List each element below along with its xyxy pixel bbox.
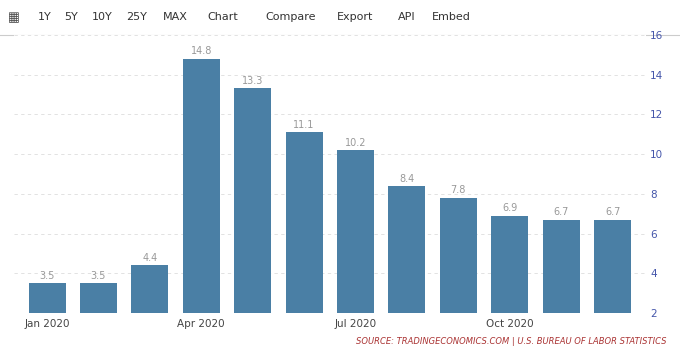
Text: 3.5: 3.5 (90, 271, 106, 281)
Bar (286, 132, 322, 348)
Text: Embed: Embed (432, 13, 471, 22)
Text: 4.4: 4.4 (142, 253, 158, 263)
Text: 1Y: 1Y (37, 13, 51, 22)
Text: 10.2: 10.2 (345, 138, 367, 148)
Text: 10Y: 10Y (92, 13, 113, 22)
Text: 6.9: 6.9 (502, 203, 517, 213)
Bar (80, 283, 117, 348)
Text: Export: Export (337, 13, 373, 22)
Text: 3.5: 3.5 (39, 271, 54, 281)
Text: 5Y: 5Y (65, 13, 78, 22)
Bar (491, 216, 528, 348)
Text: 6.7: 6.7 (554, 207, 569, 218)
Bar (543, 220, 579, 348)
Bar (131, 266, 169, 348)
Text: 7.8: 7.8 (451, 185, 466, 196)
Bar (337, 150, 374, 348)
Text: 8.4: 8.4 (399, 174, 415, 183)
Bar (29, 283, 65, 348)
Text: 13.3: 13.3 (242, 76, 263, 86)
Text: 14.8: 14.8 (190, 46, 212, 56)
Text: API: API (398, 13, 415, 22)
Text: Chart: Chart (207, 13, 238, 22)
Bar (594, 220, 631, 348)
Text: SOURCE: TRADINGECONOMICS.COM | U.S. BUREAU OF LABOR STATISTICS: SOURCE: TRADINGECONOMICS.COM | U.S. BURE… (356, 337, 666, 346)
Text: MAX: MAX (163, 13, 188, 22)
Text: ▦: ▦ (8, 11, 20, 24)
Bar (388, 186, 426, 348)
Text: 11.1: 11.1 (293, 120, 315, 130)
Bar (234, 88, 271, 348)
Text: 25Y: 25Y (126, 13, 147, 22)
Text: Compare: Compare (265, 13, 316, 22)
Bar (440, 198, 477, 348)
Bar (183, 59, 220, 348)
Text: 6.7: 6.7 (605, 207, 620, 218)
